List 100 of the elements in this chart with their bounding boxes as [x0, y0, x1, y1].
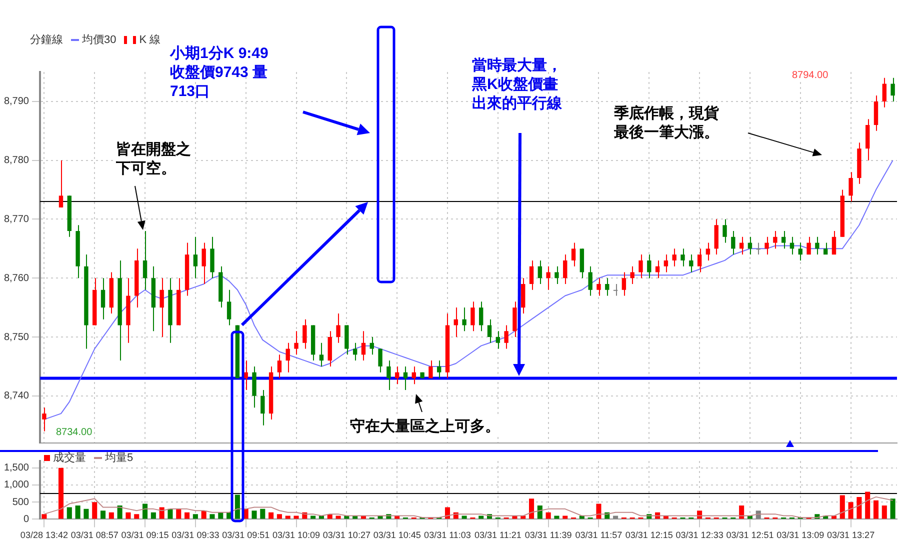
candlestick — [470, 301, 475, 332]
candlestick — [781, 230, 786, 250]
candlestick — [386, 360, 391, 390]
candlestick — [370, 336, 374, 356]
bar — [66, 507, 72, 519]
bar — [268, 512, 274, 519]
candlestick — [571, 242, 576, 267]
candlestick — [504, 324, 508, 350]
bar — [890, 498, 896, 519]
bar — [865, 492, 870, 519]
candlestick — [731, 230, 736, 256]
bar — [150, 512, 156, 519]
x-tick-label: 03/31 13:27 — [827, 530, 875, 540]
candlestick — [479, 301, 484, 332]
candlestick — [487, 318, 492, 344]
candlestick — [798, 242, 802, 261]
candlestick — [865, 118, 870, 161]
bar — [294, 516, 299, 519]
annotation: 當時最大量，黑K收盤價畫出來的平行線 — [472, 56, 563, 113]
bar — [210, 514, 215, 519]
annotation: 皆在開盤之下可空。 — [116, 140, 192, 178]
candlestick — [764, 236, 769, 256]
y-tick-label: 1,500 — [4, 462, 30, 474]
candlestick — [277, 354, 282, 379]
bar — [537, 506, 542, 519]
bar — [260, 508, 266, 519]
candlestick — [672, 248, 676, 267]
candlestick — [647, 254, 652, 279]
x-tick-label: 03/31 10:45 — [373, 530, 421, 540]
x-tick-label: 03/31 10:27 — [322, 530, 370, 540]
candlestick — [697, 248, 702, 273]
candlestick — [344, 324, 349, 356]
x-tick-label: 03/31 11:57 — [575, 530, 622, 540]
bar — [848, 502, 854, 519]
x-tick-label: 03/31 09:51 — [222, 530, 270, 540]
bar — [176, 508, 182, 519]
candlestick — [210, 236, 214, 279]
y-tick-label: 500 — [12, 496, 30, 508]
bar — [42, 514, 47, 519]
y-tick-label: 1,000 — [4, 480, 30, 491]
annotation: 季底作帳，現貨最後一筆大漲。 — [614, 104, 720, 142]
bar — [596, 504, 602, 519]
bar — [192, 514, 198, 519]
candlestick — [193, 236, 198, 279]
legend-label: K 線 — [139, 33, 161, 47]
bar — [142, 504, 148, 519]
candlestick — [529, 260, 534, 290]
y-tick-label: 8,740 — [4, 390, 30, 402]
candlestick — [638, 254, 643, 279]
x-tick-label: 03/31 12:33 — [676, 530, 724, 540]
candlestick — [42, 407, 46, 432]
candlestick — [848, 172, 853, 202]
candlestick — [680, 248, 685, 267]
candlestick — [664, 254, 668, 273]
candlestick — [286, 342, 290, 373]
candlestick — [538, 260, 542, 284]
candlestick — [378, 348, 382, 373]
candlestick — [554, 266, 559, 284]
bar — [739, 506, 744, 519]
candlestick — [706, 242, 710, 261]
x-tick-label: 03/31 09:15 — [121, 530, 169, 540]
candlestick — [252, 366, 256, 408]
bar — [126, 512, 131, 519]
bar — [134, 514, 140, 519]
bar — [201, 510, 206, 519]
candlestick — [588, 266, 592, 296]
x-tick-label: 03/31 12:15 — [625, 530, 673, 540]
legend-label: 均價30 — [82, 33, 116, 47]
bar — [546, 512, 551, 519]
bar — [234, 494, 240, 519]
candlestick — [328, 330, 332, 367]
candlestick — [546, 266, 550, 290]
bar — [882, 506, 887, 519]
x-tick-label: 03/31 08:57 — [70, 530, 118, 540]
bar — [117, 506, 122, 519]
bar — [108, 512, 114, 519]
candlestick — [302, 318, 307, 350]
bar — [100, 510, 106, 519]
candlestick — [882, 77, 886, 108]
bar — [276, 514, 282, 519]
candlestick — [815, 236, 820, 256]
legend-label: 成交量 — [53, 451, 86, 465]
x-tick-label: 03/28 13:42 — [20, 530, 68, 540]
x-tick-label: 03/31 11:39 — [524, 530, 572, 540]
y-tick-label: 8,760 — [4, 272, 30, 284]
candlestick — [336, 312, 340, 344]
candlestick — [361, 330, 366, 362]
candlestick — [580, 248, 584, 279]
candlestick — [722, 218, 727, 244]
candlestick — [226, 289, 232, 326]
x-tick-label: 03/31 10:09 — [272, 530, 320, 540]
bar — [528, 498, 534, 519]
legend-label: 均量5 — [105, 451, 134, 465]
y-tick-label: 8,770 — [4, 214, 30, 225]
x-tick-label: 03/31 12:51 — [726, 530, 774, 540]
x-tick-label: 03/31 11:21 — [474, 530, 522, 540]
candlestick — [436, 360, 442, 379]
y-tick-label: 8,750 — [4, 332, 30, 343]
candlestick — [714, 218, 718, 256]
bar — [444, 507, 450, 519]
